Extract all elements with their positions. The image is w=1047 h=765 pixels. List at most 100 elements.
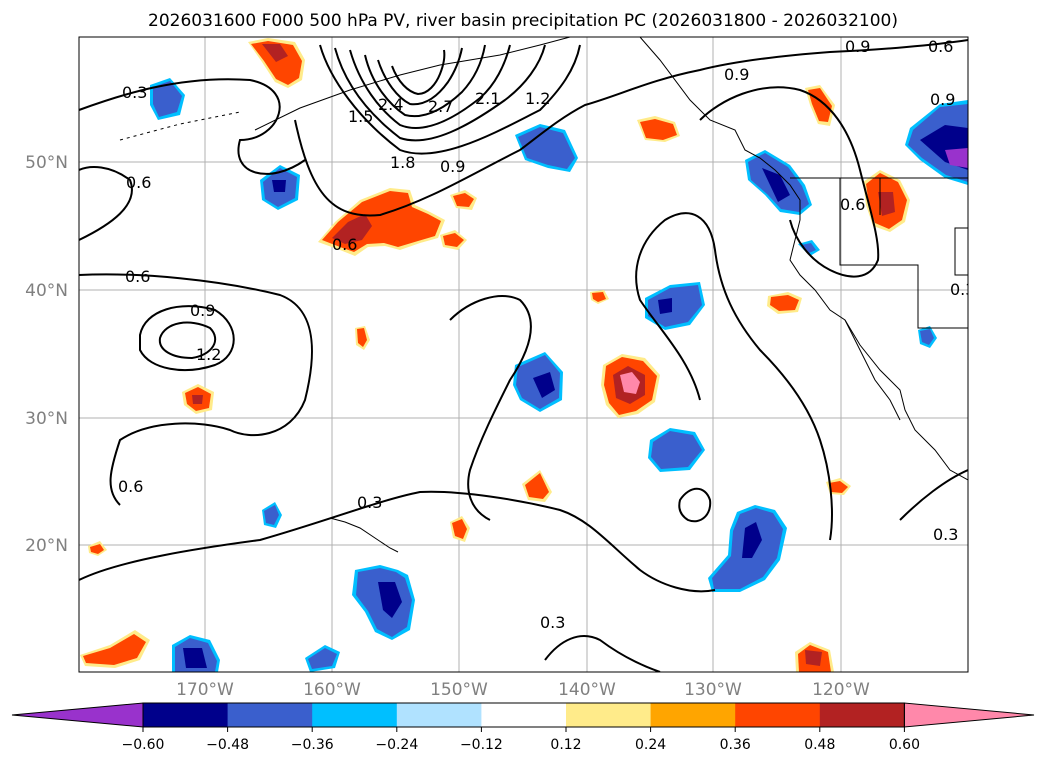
pv-contour-0.9: [294, 39, 968, 217]
hawaii-islands: [329, 517, 399, 553]
pv-contour-0.3-island: [678, 487, 712, 523]
colorbar-segment: [819, 703, 905, 727]
precip-negative-blob: [905, 100, 968, 185]
contour-label-1.8: 1.8: [390, 153, 415, 172]
coastlines: [119, 37, 968, 553]
lon-label-150w: 150°W: [430, 680, 488, 700]
pv-contour-0.9-east: [699, 86, 880, 278]
colorbar-tick-label: 0.36: [720, 737, 751, 753]
pv-contour-2.7: [391, 49, 446, 96]
colorbar-segment: [143, 703, 229, 727]
precip-negative-blob: [708, 505, 787, 592]
contour-label-0.6-b: 0.6: [125, 267, 150, 286]
colorbar-segment: [481, 703, 567, 727]
precip-negative-blob: [352, 565, 415, 640]
contour-label-0.3-b: 0.3: [950, 280, 975, 299]
contour-label-1.5: 1.5: [348, 107, 373, 126]
precip-negative-blob: [305, 645, 340, 672]
pv-contours: [79, 39, 968, 672]
map-frame: [78, 36, 969, 673]
contour-label-0.9-c: 0.9: [845, 37, 870, 56]
colorbar-tick-label: 0.12: [550, 737, 581, 753]
pv-contour-1.2-closed: [158, 321, 217, 360]
pv-contour-0.6-east: [635, 212, 833, 541]
lon-label-140w: 140°W: [558, 680, 616, 700]
contour-label-0.9-a: 0.9: [190, 301, 215, 320]
colorbar-extend-max: [903, 702, 1035, 728]
us-state-borders: [839, 178, 968, 329]
colorbar-tick-label: −0.60: [122, 737, 165, 753]
precip-positive-blob: [450, 516, 470, 542]
contour-label-0.6-a: 0.6: [126, 173, 151, 192]
contour-label-0.6-d: 0.6: [928, 37, 953, 56]
contour-label-0.3-d: 0.3: [540, 613, 565, 632]
lat-axis-labels: 50°N 40°N 30°N 20°N: [25, 153, 68, 556]
contour-label-0.6-c: 0.6: [332, 235, 357, 254]
lat-label-40n: 40°N: [25, 281, 68, 301]
alaska-coast: [254, 37, 571, 131]
precip-shading: [80, 38, 968, 672]
colorbar-extend-min: [11, 702, 144, 728]
precip-positive-blob: [795, 642, 834, 672]
colorbar-tick-label: 0.24: [635, 737, 666, 753]
pv-contour-1.8: [349, 44, 511, 129]
colorbar-segment: [227, 703, 313, 727]
precip-positive-blob: [590, 290, 609, 304]
colorbar-segment: [650, 703, 736, 727]
precip-negative-blob: [260, 165, 300, 210]
baja-peninsula: [844, 319, 901, 421]
contour-label-0.9-e: 0.9: [930, 90, 955, 109]
precip-negative-blob: [648, 428, 705, 472]
pv-contour-0.9-closed: [139, 305, 235, 371]
precip-positive-blob: [637, 116, 680, 142]
pv-contour-1.5: [334, 44, 546, 142]
precip-negative-blob: [645, 282, 705, 330]
lon-label-170w: 170°W: [176, 680, 234, 700]
colorbar-ticks: −0.60 −0.48 −0.36 −0.24 −0.12 0.12 0.24 0.36 0.4…: [122, 727, 920, 753]
contour-label-0.6-f: 0.6: [118, 477, 143, 496]
colorbar-tick-label: −0.24: [375, 737, 418, 753]
precip-negative-blob: [172, 635, 220, 672]
precip-positive-blob: [88, 541, 107, 556]
pv-contour-0.6-b: [79, 273, 314, 506]
north-america-coast: [639, 37, 968, 481]
colorbar-tick-label: −0.36: [291, 737, 334, 753]
map-area: 0.3 0.6 0.6 0.9 1.2 1.5 1.8 2.1 2.4 2.7 …: [79, 37, 975, 672]
colorbar-tick-label: −0.48: [206, 737, 249, 753]
pv-contour-0.6-mid: [449, 295, 532, 521]
contour-label-2.7: 2.7: [428, 97, 453, 116]
precip-positive-blob: [440, 230, 467, 250]
lon-label-130w: 130°W: [684, 680, 742, 700]
contour-label-1.2-a: 1.2: [196, 345, 221, 364]
precip-positive-blob: [355, 326, 370, 350]
contour-label-0.3-a: 0.3: [122, 83, 147, 102]
precip-negative-blob: [513, 352, 563, 412]
colorbar-tick-label: 0.60: [889, 737, 920, 753]
contour-label-0.3-c: 0.3: [357, 493, 382, 512]
pv-contour-0.3: [79, 78, 306, 175]
contour-label-0.6-e: 0.6: [840, 195, 865, 214]
contour-label-0.9-b: 0.9: [440, 157, 465, 176]
pv-contour-0.6: [79, 166, 133, 241]
pv-contour-0.3-east: [899, 469, 968, 521]
precip-negative-blob: [150, 78, 185, 120]
lat-label-20n: 20°N: [25, 536, 68, 556]
precip-positive-blob: [601, 354, 660, 418]
colorbar-segment: [566, 703, 652, 727]
plot-title: 2026031600 F000 500 hPa PV, river basin …: [148, 11, 898, 31]
contour-label-2.4: 2.4: [378, 95, 403, 114]
contour-label-1.2-b: 1.2: [525, 89, 550, 108]
colorbar-tick-label: 0.48: [804, 737, 835, 753]
colorbar-tick-label: −0.12: [460, 737, 503, 753]
lon-label-120w: 120°W: [812, 680, 870, 700]
pv-contour-0.3-southeast: [544, 635, 661, 672]
precip-negative-blob: [262, 502, 282, 528]
contour-label-2.1: 2.1: [475, 89, 500, 108]
precip-positive-blob: [318, 188, 445, 256]
precip-positive-blob: [522, 470, 552, 502]
precip-positive-blob: [767, 292, 802, 314]
pv-contour-2.4: [377, 47, 463, 106]
contour-label-0.3-e: 0.3: [933, 525, 958, 544]
precip-positive-blob: [826, 478, 851, 495]
